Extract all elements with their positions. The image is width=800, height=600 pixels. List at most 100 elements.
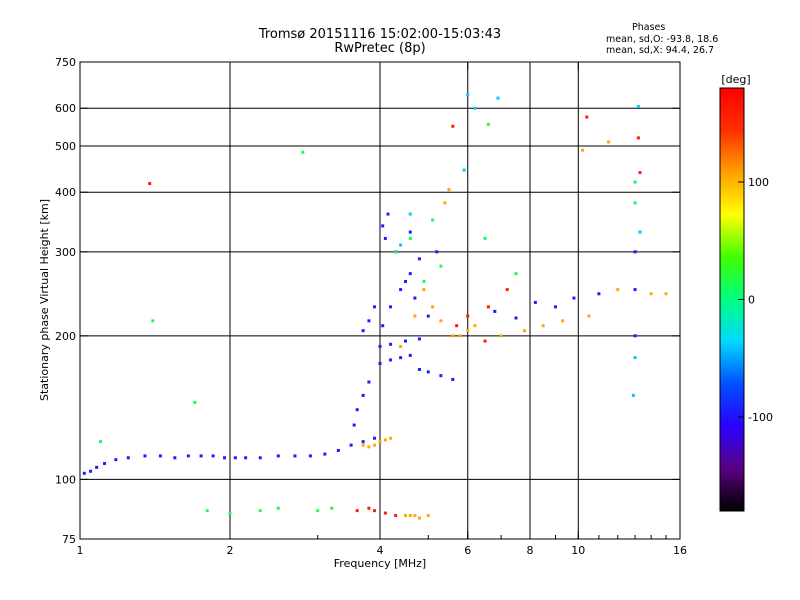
data-point	[443, 201, 447, 205]
data-point	[417, 257, 421, 261]
data-point	[205, 509, 209, 513]
data-point	[408, 230, 412, 234]
y-tick-label: 75	[62, 533, 76, 546]
data-point	[399, 288, 403, 292]
data-point	[638, 170, 642, 174]
data-point	[496, 96, 500, 100]
data-point	[258, 509, 262, 513]
data-point	[649, 292, 653, 296]
data-point	[389, 342, 393, 346]
data-point	[486, 122, 490, 126]
data-point	[422, 279, 426, 283]
data-point	[373, 443, 377, 447]
data-point	[483, 236, 487, 240]
data-point	[378, 440, 382, 444]
y-tick-label: 100	[55, 473, 76, 486]
y-tick-label: 200	[55, 330, 76, 343]
data-point	[308, 454, 312, 458]
data-point	[439, 374, 443, 378]
data-point	[386, 212, 390, 216]
data-point	[581, 148, 585, 152]
y-tick-label: 600	[55, 102, 76, 115]
phases-title: Phases	[632, 22, 666, 33]
data-point	[572, 296, 576, 300]
data-point	[95, 465, 99, 469]
data-point	[361, 329, 365, 333]
data-point	[143, 454, 147, 458]
data-point	[361, 443, 365, 447]
data-point	[633, 250, 637, 254]
x-tick-label: 4	[377, 544, 384, 557]
data-point	[336, 448, 340, 452]
phases-o-stats: mean, sd,O: -93.8, 18.6	[606, 34, 719, 45]
data-point	[466, 93, 470, 97]
data-point	[585, 115, 589, 119]
data-point	[413, 514, 417, 518]
data-point	[447, 188, 451, 192]
data-point	[244, 456, 248, 460]
data-point	[403, 514, 407, 518]
data-point	[355, 408, 359, 412]
data-point	[89, 469, 93, 473]
data-point	[389, 436, 393, 440]
data-point	[276, 454, 280, 458]
data-point	[633, 356, 637, 360]
data-point	[378, 361, 382, 365]
data-point	[99, 440, 103, 444]
colorbar-tick-label: 0	[748, 294, 755, 307]
data-point	[499, 334, 503, 338]
x-axis-label: Frequency [MHz]	[334, 557, 426, 570]
data-point	[408, 514, 412, 518]
plot-title-line1: Tromsø 20151116 15:02:00-15:03:43	[258, 27, 502, 42]
data-point	[403, 279, 407, 283]
y-tick-label: 500	[55, 140, 76, 153]
data-point	[413, 314, 417, 318]
data-point	[276, 506, 280, 510]
data-point	[316, 509, 320, 513]
data-point	[561, 319, 565, 323]
data-point	[483, 339, 487, 343]
data-point	[462, 168, 466, 172]
data-point	[514, 316, 518, 320]
data-point	[426, 514, 430, 518]
data-point	[293, 454, 297, 458]
data-point	[399, 243, 403, 247]
data-point	[408, 272, 412, 276]
data-point	[126, 456, 130, 460]
y-tick-label: 300	[55, 246, 76, 259]
data-point	[355, 509, 359, 513]
data-point	[361, 440, 365, 444]
x-tick-label: 8	[527, 544, 534, 557]
data-point	[431, 218, 435, 222]
data-point	[533, 300, 537, 304]
data-point	[381, 224, 385, 228]
data-point	[439, 319, 443, 323]
data-point	[394, 514, 398, 518]
data-point	[373, 436, 377, 440]
data-point	[417, 337, 421, 341]
data-point	[553, 305, 557, 309]
data-point	[367, 319, 371, 323]
data-point	[633, 334, 637, 338]
data-point	[408, 353, 412, 357]
data-point	[514, 272, 518, 276]
y-axis-label: Stationary phase Virtual Height [km]	[38, 199, 51, 401]
data-point	[301, 150, 305, 154]
data-point	[664, 292, 668, 296]
data-point	[373, 509, 377, 513]
data-point	[466, 329, 470, 333]
data-point	[523, 329, 527, 333]
data-points	[82, 93, 668, 520]
data-point	[587, 314, 591, 318]
data-point	[228, 511, 232, 515]
data-point	[173, 456, 177, 460]
data-point	[383, 236, 387, 240]
data-point	[633, 288, 637, 292]
data-point	[473, 324, 477, 328]
data-point	[361, 393, 365, 397]
data-point	[451, 124, 455, 128]
colorbar-tick-label: 100	[748, 176, 769, 189]
data-point	[486, 305, 490, 309]
data-point	[422, 288, 426, 292]
data-point	[636, 136, 640, 140]
